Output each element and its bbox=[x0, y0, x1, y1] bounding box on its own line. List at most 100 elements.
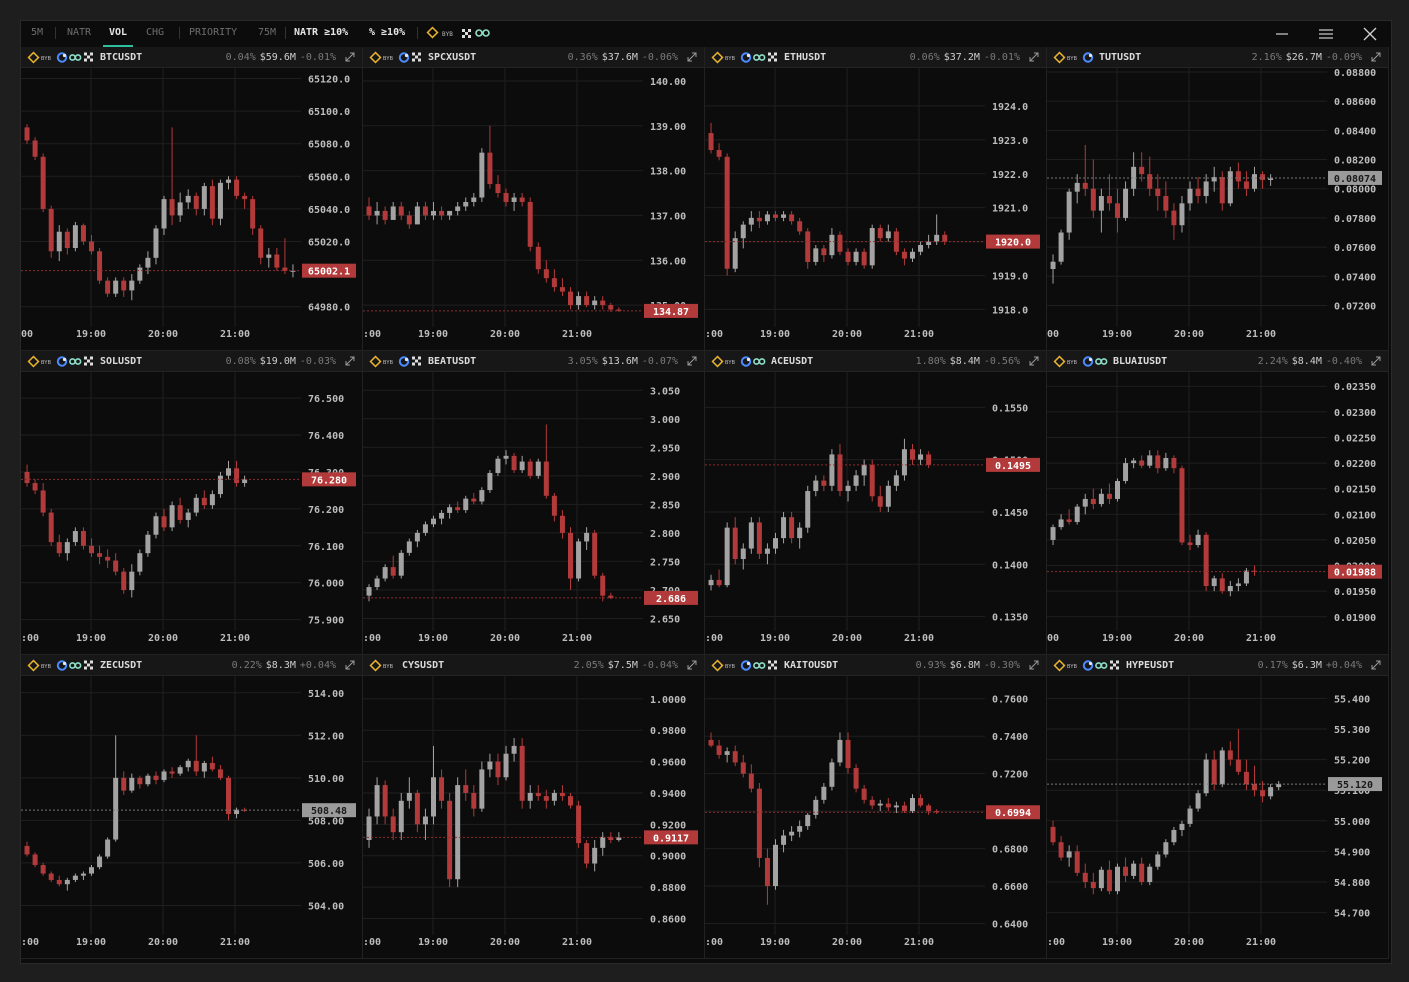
candlestick-chart[interactable]: 65120.0 65100.0 65080.0 65060.0 65040.0 65020… bbox=[21, 68, 362, 351]
symbol-label[interactable]: CYSUSDT bbox=[402, 660, 445, 671]
exchange-filter-icons[interactable]: BYB bbox=[426, 26, 496, 40]
candle bbox=[584, 291, 590, 308]
svg-text:BYB: BYB bbox=[41, 360, 52, 366]
candle bbox=[32, 479, 38, 495]
expand-icon[interactable] bbox=[1370, 51, 1382, 63]
expand-icon[interactable] bbox=[1370, 659, 1382, 671]
symbol-label[interactable]: SOLUSDT bbox=[100, 356, 143, 367]
bybit-icon: BYB bbox=[383, 56, 394, 62]
symbol-label[interactable]: KAITOUSDT bbox=[784, 660, 839, 671]
tab-natr[interactable]: NATR bbox=[67, 27, 92, 38]
symbol-label[interactable]: BEATUSDT bbox=[428, 356, 477, 367]
candle bbox=[374, 575, 380, 590]
expand-icon[interactable] bbox=[344, 51, 356, 63]
candlestick-chart[interactable]: 0.08800 0.08600 0.08400 0.08200 0.08000 0.078… bbox=[1047, 68, 1388, 351]
candle bbox=[1195, 790, 1201, 812]
tab-chg[interactable]: CHG bbox=[146, 27, 165, 38]
candlestick-chart[interactable]: 140.00139.00138.00137.00136.00135.00134.… bbox=[363, 68, 704, 351]
layout-menu-button[interactable] bbox=[1313, 23, 1339, 45]
candle bbox=[1074, 174, 1080, 204]
y-tick-label: 1924.0 bbox=[992, 102, 1028, 113]
candlestick-chart[interactable]: 0.15500.15000.14500.14000.13500.1495:001… bbox=[705, 372, 1046, 655]
candlestick-chart[interactable]: 0.02350 0.02300 0.02250 0.02200 0.02150 0.021… bbox=[1047, 372, 1388, 655]
candle bbox=[153, 512, 159, 539]
candle bbox=[813, 475, 819, 497]
symbol-label[interactable]: SPCXUSDT bbox=[428, 52, 477, 63]
chart-panel-ethusdt[interactable]: BYB ETHUSDT 0.06% $37.2M -0.01% 1924.0 1923.0 1… bbox=[705, 47, 1047, 351]
tab-vol[interactable]: VOL bbox=[103, 21, 134, 47]
x-tick-label: :00 bbox=[705, 937, 723, 948]
close-button[interactable] bbox=[1357, 23, 1383, 45]
candlestick-chart[interactable]: 3.0503.0002.9502.9002.8502.8002.7502.700… bbox=[363, 372, 704, 655]
symbol-label[interactable]: BTCUSDT bbox=[100, 52, 143, 63]
minimize-button[interactable] bbox=[1269, 23, 1295, 45]
symbol-stats: 0.93% $6.8M -0.30% bbox=[916, 655, 1020, 676]
natr-filter[interactable]: NATR ≥10% bbox=[294, 27, 349, 38]
y-tick-label: 136.00 bbox=[650, 256, 686, 267]
candle bbox=[1243, 171, 1249, 197]
candle bbox=[479, 487, 485, 505]
candlestick-chart[interactable]: 0.76000.74000.72000.70000.68000.66000.64… bbox=[705, 676, 1046, 959]
expand-icon[interactable] bbox=[344, 355, 356, 367]
candle bbox=[439, 510, 445, 525]
candlestick-chart[interactable]: 55.400 55.300 55.200 55.100 55.000 54.900 54.8… bbox=[1047, 676, 1388, 959]
chart-panel-hypeusdt[interactable]: BYB HYPEUSDT 0.17% $6.3M +0.04% 55.400 55.300 5… bbox=[1047, 655, 1389, 959]
candlestick-chart[interactable]: 1924.0 1923.0 1922.0 1921.0 1920.0 1919.0 1918… bbox=[705, 68, 1046, 351]
candlestick-chart[interactable]: 76.50076.40076.30076.20076.10076.00075.9… bbox=[21, 372, 362, 655]
candle bbox=[398, 792, 404, 841]
y-tick-label: 0.07400 bbox=[1334, 272, 1376, 283]
candle bbox=[185, 758, 191, 772]
chart-panel-beatusdt[interactable]: BYB BEATUSDT 3.05% $13.6M -0.07% 3.050 3.000 2.… bbox=[363, 351, 705, 655]
svg-text:BYB: BYB bbox=[383, 360, 394, 366]
candle bbox=[724, 522, 730, 588]
candle bbox=[543, 789, 549, 809]
exchange-icons: BYB bbox=[27, 659, 93, 672]
candle bbox=[431, 745, 436, 825]
chart-panel-btcusdt[interactable]: BYB BTCUSDT 0.04% $59.6M -0.01% 65120.0 65100.… bbox=[21, 47, 363, 351]
expand-icon[interactable] bbox=[686, 659, 698, 671]
chart-panel-bluaiusdt[interactable]: BYB BLUAIUSDT 2.24% $8.4M -0.40% 0.02350 0.023… bbox=[1047, 351, 1389, 655]
candlestick-chart[interactable]: 514.00 512.00 510.00 508.00 506.00 504.00 508.… bbox=[21, 676, 362, 959]
expand-icon[interactable] bbox=[1028, 51, 1040, 63]
chart-panel-tutusdt[interactable]: BYB TUTUSDT 2.16% $26.7M -0.09% 0.08800 0.0860… bbox=[1047, 47, 1389, 351]
candle bbox=[414, 530, 420, 548]
candle bbox=[1227, 166, 1233, 207]
chart-panel-cysusdt[interactable]: BYB CYSUSDT 2.05% $7.5M -0.04% 1.0000 0.9800 0.… bbox=[363, 655, 705, 959]
expand-icon[interactable] bbox=[686, 51, 698, 63]
symbol-label[interactable]: ETHUSDT bbox=[784, 52, 827, 63]
candle bbox=[390, 201, 396, 220]
pct-filter[interactable]: % ≥10% bbox=[369, 27, 406, 38]
candle bbox=[282, 238, 288, 275]
y-tick-label: 512.00 bbox=[308, 731, 344, 742]
candlestick-chart[interactable]: 1.0000 0.9800 0.9600 0.9400 0.9200 0.9000 0.88… bbox=[363, 676, 704, 959]
x-tick-label: 21:00 bbox=[562, 937, 592, 948]
y-tick-label: 0.1400 bbox=[992, 560, 1028, 571]
candle bbox=[845, 480, 851, 502]
candle bbox=[185, 189, 191, 209]
symbol-label[interactable]: ACEUSDT bbox=[771, 356, 814, 367]
symbol-label[interactable]: BLUAIUSDT bbox=[1113, 356, 1168, 367]
candle bbox=[72, 527, 78, 546]
chart-panel-aceusdt[interactable]: BYBACEUSDT1.80%$8.4M-0.56%0.15500.15000.… bbox=[705, 351, 1047, 655]
natr-value: 2.05% bbox=[573, 660, 604, 671]
expand-icon[interactable] bbox=[1028, 659, 1040, 671]
chart-panel-zecusdt[interactable]: BYB ZECUSDT 0.22% $8.3M +0.04% 514.00 512.00 51… bbox=[21, 655, 363, 959]
timeframe-button[interactable]: 5M bbox=[31, 27, 44, 38]
symbol-label[interactable]: HYPEUSDT bbox=[1126, 660, 1175, 671]
symbol-label[interactable]: TUTUSDT bbox=[1099, 52, 1142, 63]
last-price-badge: 65002.1 bbox=[302, 263, 356, 278]
candle bbox=[716, 739, 722, 759]
symbol-label[interactable]: ZECUSDT bbox=[100, 660, 143, 671]
expand-icon[interactable] bbox=[1028, 355, 1040, 367]
chart-panel-kaitousdt[interactable]: BYB KAITOUSDT 0.93% $6.8M -0.30% 0.7600 0.7400… bbox=[705, 655, 1047, 959]
priority-value[interactable]: 75M bbox=[258, 27, 277, 38]
candle bbox=[1163, 181, 1169, 218]
expand-icon[interactable] bbox=[1370, 355, 1382, 367]
expand-icon[interactable] bbox=[686, 355, 698, 367]
okx-icon bbox=[56, 660, 68, 671]
last-price-badge: 2.686 bbox=[644, 590, 698, 605]
candle bbox=[1058, 514, 1064, 530]
chart-panel-spcxusdt[interactable]: BYB SPCXUSDT 0.36% $37.6M -0.06% 140.00 139.00… bbox=[363, 47, 705, 351]
chart-panel-solusdt[interactable]: BYB SOLUSDT 0.08% $19.0M -0.03% 76.500 76.400 7… bbox=[21, 351, 363, 655]
expand-icon[interactable] bbox=[344, 659, 356, 671]
